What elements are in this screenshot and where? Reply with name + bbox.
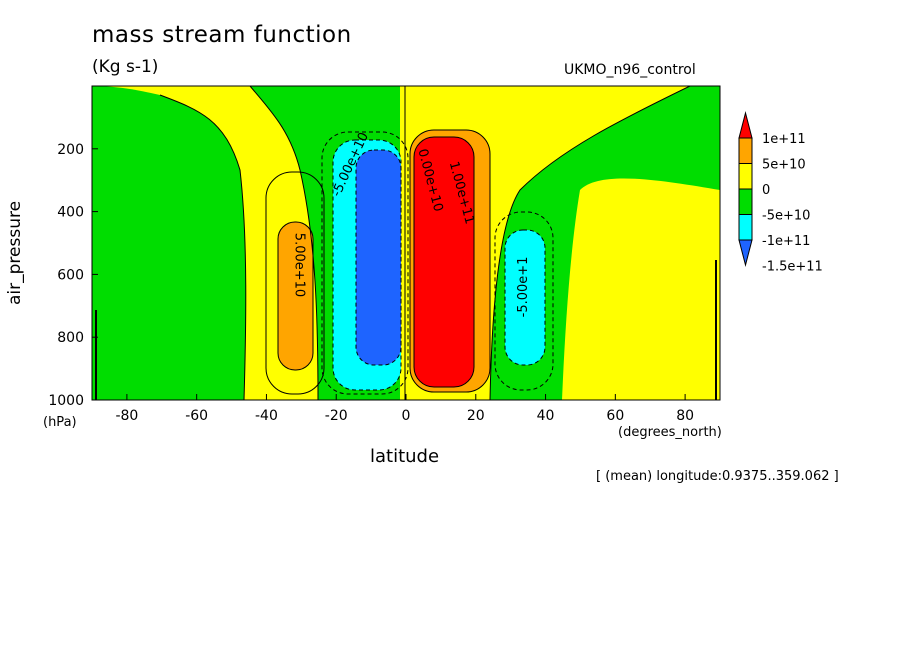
plot-area: 5.00e+10 -5.00e+11.00e+11-5.00e+10 0.00e+1… xyxy=(91,85,721,401)
y-tick-label: 200 xyxy=(57,142,84,158)
colorbar-band xyxy=(738,188,753,215)
colorbar-label: -5e+10 xyxy=(762,209,810,224)
y-tick-label: 1000 xyxy=(48,393,84,409)
y-tick-label: 600 xyxy=(57,267,84,283)
x-tick-label: -20 xyxy=(325,408,348,424)
x-tick-label: 0 xyxy=(402,408,411,424)
x-axis: -80 -60 -40 -20 0 20 40 60 80 xyxy=(115,394,694,424)
contour-label: -5.00e+1 xyxy=(516,257,531,318)
colorbar-band xyxy=(738,214,753,241)
colorbar-label: -1e+11 xyxy=(762,234,810,249)
y-axis-units: (hPa) xyxy=(43,415,77,430)
colorbar-min-arrow xyxy=(738,239,753,267)
x-tick-label: -80 xyxy=(115,408,138,424)
colorbar-label: -1.5e+11 xyxy=(762,260,823,275)
x-tick-label: 60 xyxy=(606,408,624,424)
x-axis-units: (degrees_north) xyxy=(618,425,722,440)
contour-label: 5.00e+10 xyxy=(292,233,307,297)
longitude-mean-note: [ (mean) longitude:0.9375..359.062 ] xyxy=(596,469,839,484)
colorbar-max-arrow xyxy=(738,111,753,139)
cyan-cell-right xyxy=(505,230,545,365)
colorbar-band xyxy=(738,137,753,164)
y-axis: 200 400 600 800 1000 xyxy=(48,142,98,409)
red-cell xyxy=(414,137,474,387)
colorbar-label: 1e+11 xyxy=(762,132,806,147)
x-tick-label: 80 xyxy=(676,408,694,424)
nh-negative-region xyxy=(490,86,720,400)
y-tick-label: 400 xyxy=(57,205,84,221)
chart-units: (Kg s-1) xyxy=(92,57,159,77)
chart-title: mass stream function xyxy=(92,22,352,48)
blue-cell xyxy=(356,150,401,365)
y-axis-label: air_pressure xyxy=(5,200,25,305)
svg-text:5.00e+10: 5.00e+10 xyxy=(292,233,307,297)
colorbar-band xyxy=(738,163,753,190)
run-label: UKMO_n96_control xyxy=(564,62,696,78)
sh-orange-cell xyxy=(278,222,313,370)
x-tick-label: 20 xyxy=(467,408,485,424)
x-tick-label: 40 xyxy=(537,408,555,424)
colorbar-label: 5e+10 xyxy=(762,158,806,173)
x-tick-label: -60 xyxy=(185,408,208,424)
svg-text:-5.00e+1: -5.00e+1 xyxy=(516,257,531,318)
sh-negative-region xyxy=(92,86,246,400)
x-tick-label: -40 xyxy=(255,408,278,424)
y-tick-label: 800 xyxy=(57,330,84,346)
colorbar: 1e+11 5e+10 0 -5e+10 -1e+11 -1.5e+11 xyxy=(738,111,823,275)
colorbar-label: 0 xyxy=(762,183,770,198)
x-axis-label: latitude xyxy=(370,446,440,467)
